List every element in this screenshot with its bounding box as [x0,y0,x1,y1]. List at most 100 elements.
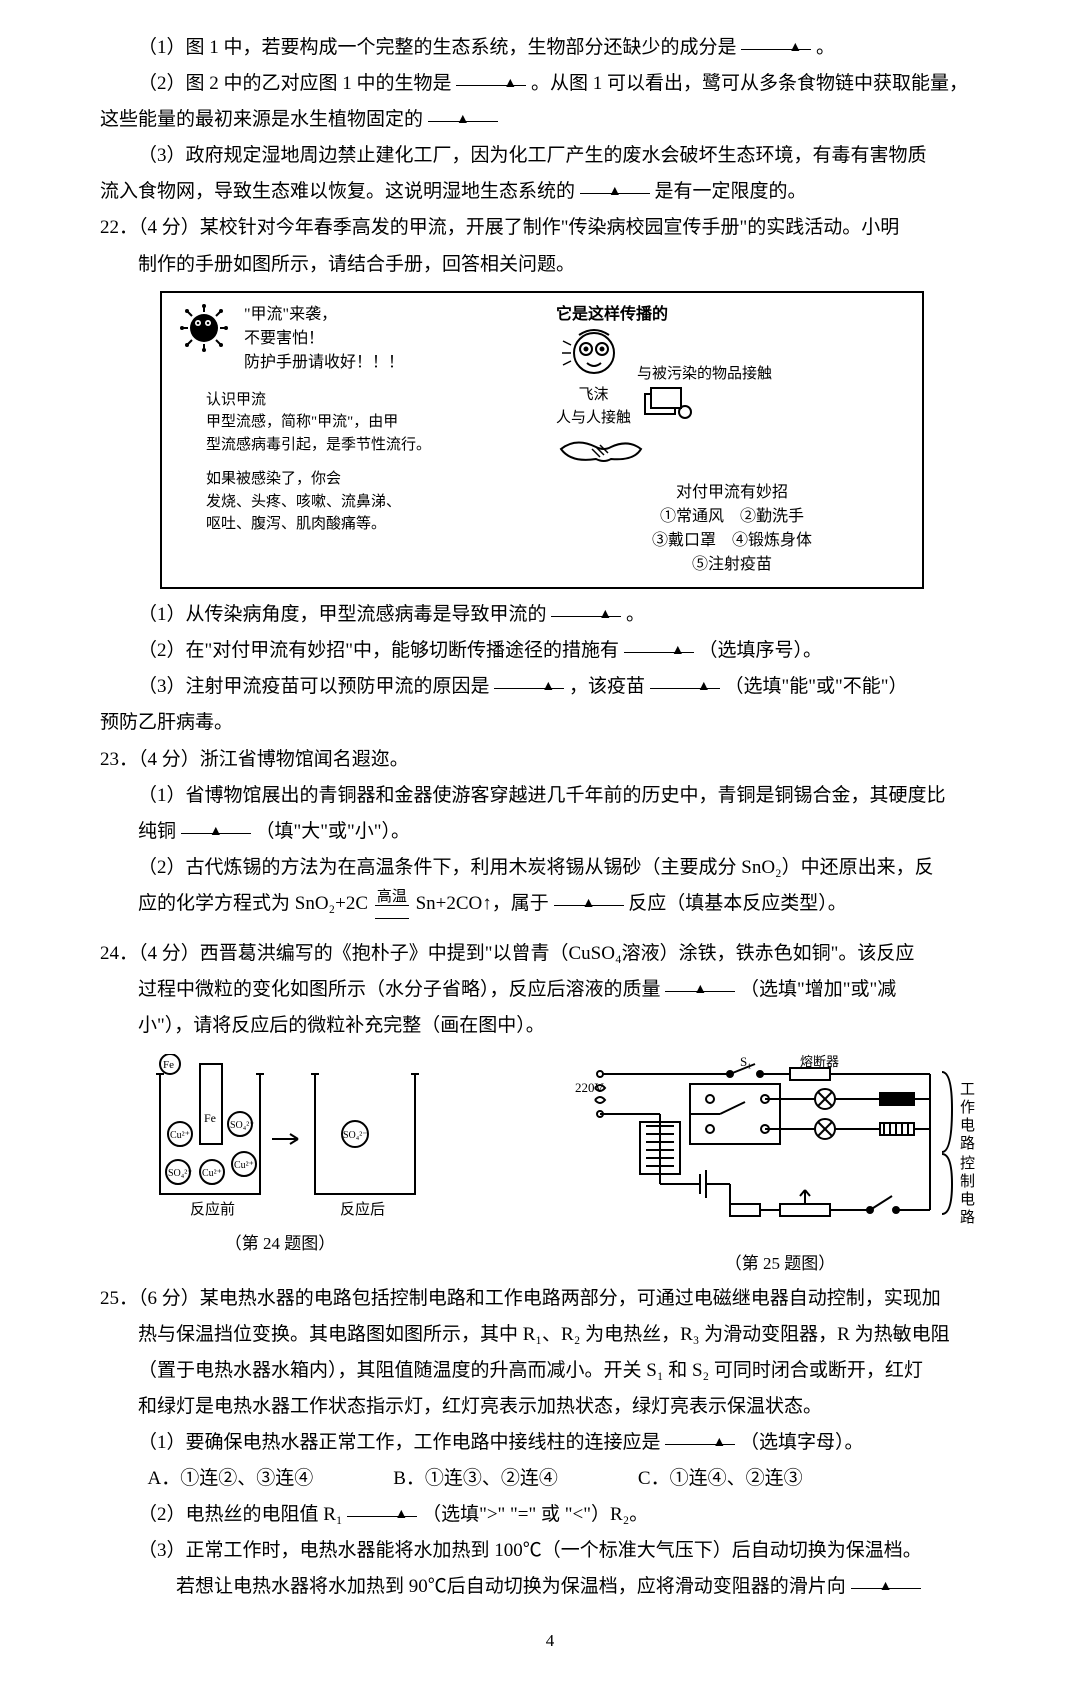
q21-1: （1）图 1 中，若要构成一个完整的生态系统，生物部分还缺少的成分是 。 [100,30,1000,66]
svg-text:Cu²⁺: Cu²⁺ [170,1130,190,1141]
svg-text:SO₄²⁻: SO₄²⁻ [168,1168,193,1179]
text: 如果被感染了，你会 [206,468,528,491]
text: ，该疫苗 [569,676,645,697]
q23-head: 23．（4 分）浙江省博物馆闻名遐迩。 [100,742,1000,778]
text: 飞沫 [556,384,631,407]
exam-page: （1）图 1 中，若要构成一个完整的生态系统，生物部分还缺少的成分是 。 （2）… [0,0,1080,1688]
svg-text:电: 电 [960,1191,975,1208]
caption: （第 25 题图） [570,1248,990,1280]
object-icon [637,410,697,426]
svg-text:SO₄²⁻: SO₄²⁻ [343,1130,368,1141]
text: 24．（4 分）西晋葛洪编写的《抱朴子》中提到"以曾青（CuSO₄溶液）涂铁，铁… [100,943,914,964]
q25-options: A．①连②、③连④ B．①连③、②连④ C．①连④、②连③ [100,1461,1000,1497]
svg-text:制: 制 [960,1173,975,1190]
q23: 23．（4 分）浙江省博物馆闻名遐迩。 （1）省博物馆展出的青铜器和金器使游客穿… [100,742,1000,922]
handbook-tips: 对付甲流有妙招 ①常通风 ②勤洗手 ③戴口罩 ④锻炼身体 ⑤注射疫苗 [556,481,908,577]
text: 应的化学方程式为 SnO₂+2C [138,893,368,914]
handbook-sec1: 认识甲流 甲型流感，简称"甲流"，由甲 型流感病毒引起，是季节性流行。 [176,389,528,457]
blank [665,972,735,992]
text: 防护手册请收好！！！ [244,351,404,375]
q21-2b: 这些能量的最初来源是水生植物固定的 [100,102,1000,138]
text: 与被污染的物品接触 [637,363,908,386]
q22-3d: 预防乙肝病毒。 [100,705,1000,741]
svg-text:Cu²⁺: Cu²⁺ [234,1160,254,1171]
text: 是有一定限度的。 [655,181,807,202]
q21-2: （2）图 2 中的乙对应图 1 中的生物是 。从图 1 可以看出，鹭可从多条食物… [100,66,1000,102]
text: （3）注射甲流疫苗可以预防甲流的原因是 [138,676,490,697]
text: （填"大"或"小"）。 [256,821,411,842]
text: 流入食物网，导致生态难以恢复。这说明湿地生态系统的 [100,181,575,202]
q25-head: 25．（6 分）某电热水器的电路包括控制电路和工作电路两部分，可通过电磁继电器自… [100,1281,1000,1317]
blank [624,633,694,653]
text: （1）要确保电热水器正常工作，工作电路中接线柱的连接应是 [138,1432,661,1453]
text: （置于电热水器水箱内），其阻值随温度的升高而减小。开关 S₁ 和 S₂ 可同时闭… [100,1353,1000,1389]
q23-2: （2）古代炼锡的方法为在高温条件下，利用木炭将锡从锡砂（主要成分 SnO₂）中还… [100,850,1000,886]
handshake-icon [556,456,646,473]
text: （选填序号）。 [699,640,823,661]
text: （选填"能"或"不能"） [725,676,908,697]
handbook-sec2: 如果被感染了，你会 发烧、头疼、咳嗽、流鼻涕、 呕吐、腹泻、肌肉酸痛等。 [176,468,528,536]
text: 。 [626,604,645,625]
diagram-row: Fe Fe Cu²⁺ SO₄²⁻ SO₄²⁻ Cu²⁺ Cu²⁺ 反应前 [100,1054,1000,1280]
blank [456,66,526,86]
q22-head2: 制作的手册如图所示，请结合手册，回答相关问题。 [100,247,1000,283]
q24: 24．（4 分）西晋葛洪编写的《抱朴子》中提到"以曾青（CuSO₄溶液）涂铁，铁… [100,936,1000,1281]
svg-text:电: 电 [960,1117,975,1134]
opt-c: C．①连④、②连③ [638,1461,803,1497]
blank [347,1497,417,1517]
svg-text:SO₄²⁻: SO₄²⁻ [230,1120,255,1131]
virus-icon [176,303,236,353]
svg-text:熔断器: 熔断器 [800,1054,839,1069]
q25-3a: （3）正常工作时，电热水器能将水加热到 100℃（一个标准大气压下）后自动切换为… [100,1533,1000,1569]
blank [494,669,564,689]
opt-a: A．①连②、③连④ [148,1461,314,1497]
caption: （第 24 题图） [140,1228,420,1260]
blank [650,669,720,689]
q22-2: （2）在"对付甲流有妙招"中，能够切断传播途径的措施有 （选填序号）。 [100,633,1000,669]
blank [551,597,621,617]
text: 反应（填基本反应类型）。 [628,893,847,914]
text: （1）从传染病角度，甲型流感病毒是导致甲流的 [138,604,547,625]
text: 发烧、头疼、咳嗽、流鼻涕、 [206,491,528,514]
svg-text:Cu²⁺: Cu²⁺ [202,1168,222,1179]
text: 预防乙肝病毒。 [100,712,233,733]
text: （选填"增加"或"减 [740,979,896,1000]
text: 若想让电热水器将水加热到 90℃后自动切换为保温档，应将滑动变阻器的滑片向 [176,1576,846,1597]
blank [741,30,811,50]
q21-3b: 流入食物网，导致生态难以恢复。这说明湿地生态系统的 是有一定限度的。 [100,174,1000,210]
text: 不要害怕！ [244,327,404,351]
q23-1: （1）省博物馆展出的青铜器和金器使游客穿越进几千年前的历史中，青铜是铜锡合金，其… [100,778,1000,814]
blank [665,1425,735,1445]
page-number: 4 [100,1625,1000,1657]
text: 呕吐、腹泻、肌肉酸痛等。 [206,513,528,536]
handbook-left: "甲流"来袭， 不要害怕！ 防护手册请收好！！！ 认识甲流 甲型流感，简称"甲流… [162,293,542,588]
q25-figure: S₁ 熔断器 220V [570,1054,990,1280]
text: 高温 [375,889,409,906]
text: （3）政府规定湿地周边禁止建化工厂，因为化工厂产生的废水会破坏生态环境，有毒有害… [138,145,927,166]
blank [851,1569,921,1589]
blank [181,814,251,834]
q22-3: （3）注射甲流疫苗可以预防甲流的原因是 ，该疫苗 （选填"能"或"不能"） [100,669,1000,705]
svg-text:R: R [738,1220,747,1235]
text: ⑤注射疫苗 [556,553,908,577]
label: 反应后 [340,1200,385,1218]
q21: （1）图 1 中，若要构成一个完整的生态系统，生物部分还缺少的成分是 。 （2）… [100,30,1000,210]
opt-b: B．①连③、②连④ [393,1461,558,1497]
q22-1: （1）从传染病角度，甲型流感病毒是导致甲流的 。 [100,597,1000,633]
svg-text:路: 路 [960,1135,975,1152]
text: 甲型流感，简称"甲流"，由甲 [206,411,528,434]
text: （3）正常工作时，电热水器能将水加热到 100℃（一个标准大气压下）后自动切换为… [138,1540,922,1561]
text: （2）电热丝的电阻值 R₁ [138,1504,343,1525]
text: 它是这样传播的 [556,303,908,327]
text: （选填">" "=" 或 "<"）R₂。 [422,1504,648,1525]
svg-text:Fe: Fe [204,1111,216,1125]
text: 人与人接触 [556,407,631,430]
text: 23．（4 分）浙江省博物馆闻名遐迩。 [100,749,409,770]
text: （2）图 2 中的乙对应图 1 中的生物是 [138,73,452,94]
text: （2）古代炼锡的方法为在高温条件下，利用木炭将锡从锡砂（主要成分 SnO₂）中还… [138,857,934,878]
handbook-title: "甲流"来袭， 不要害怕！ 防护手册请收好！！！ [244,303,404,375]
text: （选填字母）。 [740,1432,864,1453]
blank [580,174,650,194]
handbook-figure: "甲流"来袭， 不要害怕！ 防护手册请收好！！！ 认识甲流 甲型流感，简称"甲流… [160,291,924,590]
label: 反应前 [190,1200,235,1218]
